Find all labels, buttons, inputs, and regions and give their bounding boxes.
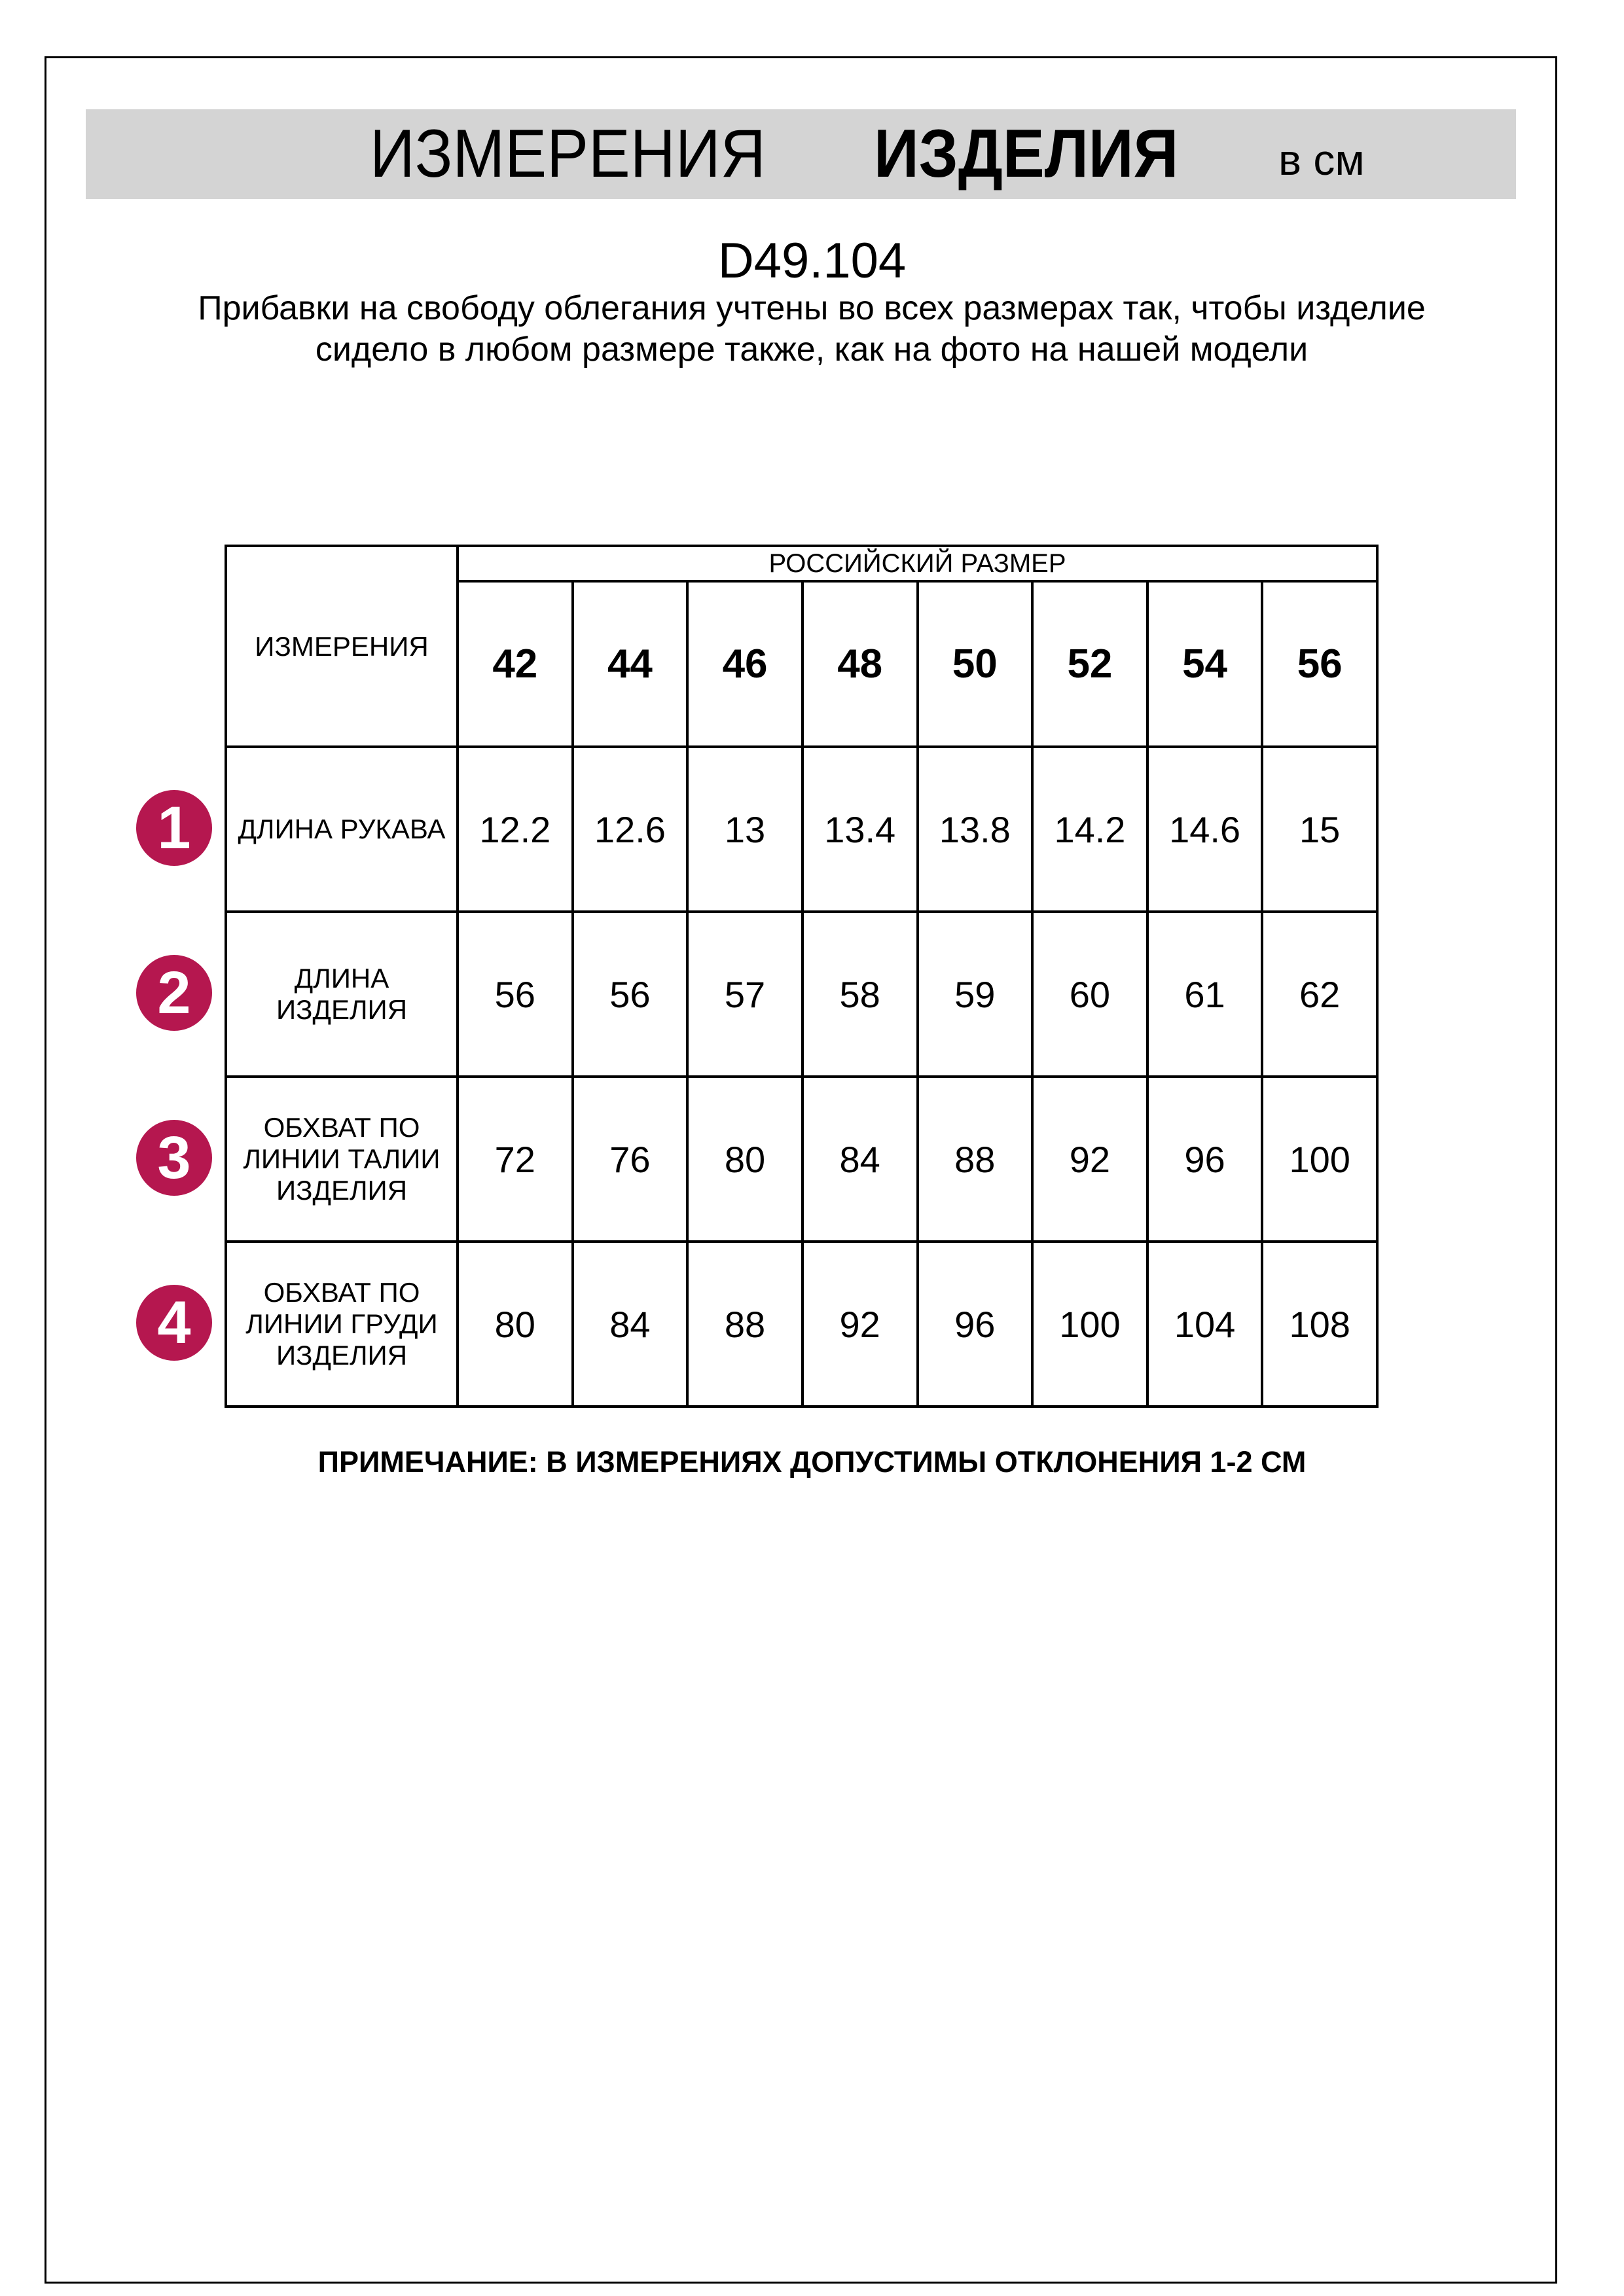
table-row: ДЛИНА РУКАВА 12.2 12.6 13 13.4 13.8 14.2 14.6 15 xyxy=(225,745,1379,913)
value-cell: 88 xyxy=(916,1075,1034,1243)
value-cell: 88 xyxy=(686,1240,804,1408)
corner-label: ИЗМЕРЕНИЯ xyxy=(225,545,459,748)
row-label: ДЛИНА ИЗДЕЛИЯ xyxy=(225,910,459,1078)
row-label: ДЛИНА РУКАВА xyxy=(225,745,459,913)
row-label: ОБХВАТ ПО ЛИНИИ ГРУДИ ИЗДЕЛИЯ xyxy=(225,1240,459,1408)
size-header: 48 xyxy=(801,580,919,748)
row-number-marker: 1 xyxy=(136,790,212,866)
title-banner xyxy=(86,109,1516,199)
page-border xyxy=(45,56,1557,2284)
table-row: ОБХВАТ ПО ЛИНИИ ТАЛИИ ИЗДЕЛИЯ 72 76 80 84 88 9… xyxy=(225,1075,1379,1243)
value-cell: 56 xyxy=(571,910,689,1078)
size-group-label: РОССИЙСКИЙ РАЗМЕР xyxy=(456,545,1379,583)
size-header: 54 xyxy=(1146,580,1264,748)
value-cell: 13.4 xyxy=(801,745,919,913)
size-table: ИЗМЕРЕНИЯ РОССИЙСКИЙ РАЗМЕР 42 44 46 48 50 52… xyxy=(225,545,1379,1408)
table-row: ДЛИНА ИЗДЕЛИЯ 56 56 57 58 59 60 61 62 xyxy=(225,910,1379,1078)
value-cell: 80 xyxy=(456,1240,574,1408)
row-number-marker: 4 xyxy=(136,1285,212,1361)
value-cell: 62 xyxy=(1261,910,1379,1078)
value-cell: 84 xyxy=(571,1240,689,1408)
value-cell: 14.2 xyxy=(1031,745,1149,913)
value-cell: 14.6 xyxy=(1146,745,1264,913)
size-header: 42 xyxy=(456,580,574,748)
value-cell: 60 xyxy=(1031,910,1149,1078)
size-header: 56 xyxy=(1261,580,1379,748)
description: Прибавки на свободу облегания учтены во … xyxy=(198,289,1426,368)
value-cell: 58 xyxy=(801,910,919,1078)
product-code: D49.104 xyxy=(717,233,907,289)
value-cell: 100 xyxy=(1261,1075,1379,1243)
value-cell: 104 xyxy=(1146,1240,1264,1408)
row-number-marker: 2 xyxy=(136,955,212,1031)
value-cell: 57 xyxy=(686,910,804,1078)
title-unit: в см xyxy=(1278,135,1365,184)
value-cell: 12.2 xyxy=(456,745,574,913)
value-cell: 13.8 xyxy=(916,745,1034,913)
note: ПРИМЕЧАНИЕ: В ИЗМЕРЕНИЯХ ДОПУСТИМЫ ОТКЛО… xyxy=(317,1445,1307,1479)
row-number-marker: 3 xyxy=(136,1120,212,1196)
value-cell: 108 xyxy=(1261,1240,1379,1408)
value-cell: 15 xyxy=(1261,745,1379,913)
size-header: 46 xyxy=(686,580,804,748)
value-cell: 76 xyxy=(571,1075,689,1243)
value-cell: 13 xyxy=(686,745,804,913)
value-cell: 61 xyxy=(1146,910,1264,1078)
value-cell: 80 xyxy=(686,1075,804,1243)
value-cell: 59 xyxy=(916,910,1034,1078)
value-cell: 92 xyxy=(801,1240,919,1408)
title-measurements: ИЗМЕРЕНИЯ xyxy=(370,116,766,192)
size-header: 52 xyxy=(1031,580,1149,748)
value-cell: 72 xyxy=(456,1075,574,1243)
row-label: ОБХВАТ ПО ЛИНИИ ТАЛИИ ИЗДЕЛИЯ xyxy=(225,1075,459,1243)
value-cell: 84 xyxy=(801,1075,919,1243)
value-cell: 100 xyxy=(1031,1240,1149,1408)
value-cell: 96 xyxy=(1146,1075,1264,1243)
value-cell: 96 xyxy=(916,1240,1034,1408)
size-header: 50 xyxy=(916,580,1034,748)
value-cell: 56 xyxy=(456,910,574,1078)
size-header: 44 xyxy=(571,580,689,748)
value-cell: 12.6 xyxy=(571,745,689,913)
value-cell: 92 xyxy=(1031,1075,1149,1243)
table-row: ОБХВАТ ПО ЛИНИИ ГРУДИ ИЗДЕЛИЯ 80 84 88 92 96 1… xyxy=(225,1240,1379,1408)
title-product: ИЗДЕЛИЯ xyxy=(874,116,1179,192)
